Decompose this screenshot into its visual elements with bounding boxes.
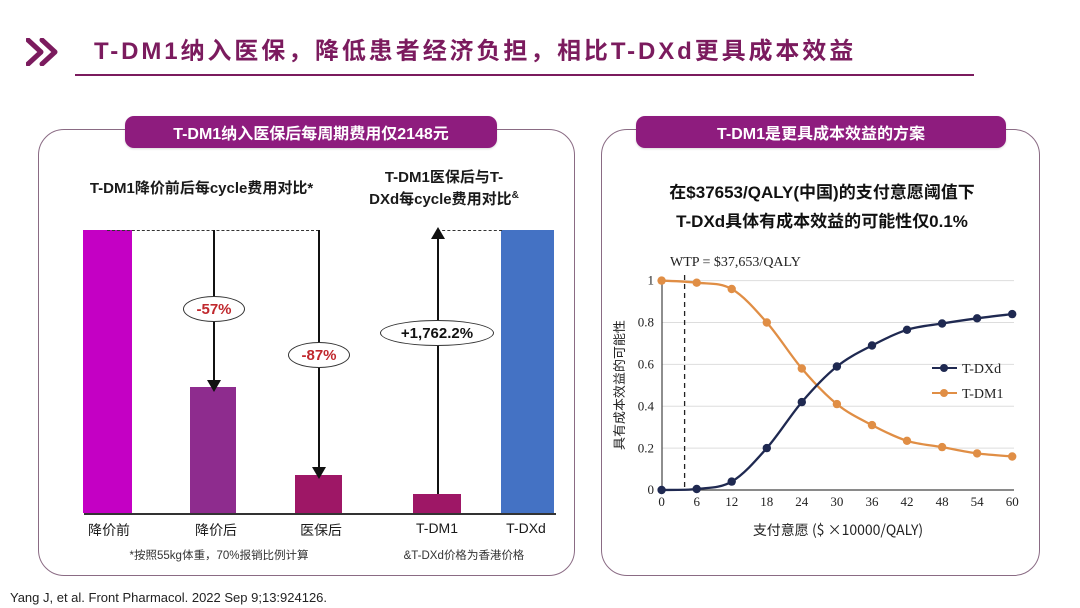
svg-text:WTP = $37,653/QALY: WTP = $37,653/QALY	[670, 255, 801, 270]
svg-text:具有成本效益的可能性: 具有成本效益的可能性	[609, 320, 628, 450]
svg-text:支付意愿 ($ ×10000/QALY): 支付意愿 ($ ×10000/QALY)	[753, 520, 923, 540]
svg-text:0: 0	[658, 494, 665, 509]
svg-text:60: 60	[1006, 494, 1019, 509]
svg-text:54: 54	[971, 494, 985, 509]
svg-text:42: 42	[901, 494, 914, 509]
svg-text:36: 36	[866, 494, 880, 509]
svg-text:0: 0	[648, 482, 655, 497]
svg-text:30: 30	[830, 494, 843, 509]
svg-text:T-DM1: T-DM1	[962, 387, 1004, 402]
svg-text:24: 24	[795, 494, 809, 509]
svg-text:0.8: 0.8	[638, 315, 654, 330]
svg-text:0.2: 0.2	[638, 441, 654, 456]
svg-text:0.4: 0.4	[638, 399, 655, 414]
svg-text:1: 1	[648, 273, 655, 288]
svg-text:0.6: 0.6	[638, 357, 655, 372]
svg-text:12: 12	[725, 494, 738, 509]
svg-text:48: 48	[936, 494, 949, 509]
svg-text:18: 18	[760, 494, 773, 509]
svg-text:6: 6	[693, 494, 700, 509]
svg-text:T-DXd: T-DXd	[962, 362, 1001, 377]
